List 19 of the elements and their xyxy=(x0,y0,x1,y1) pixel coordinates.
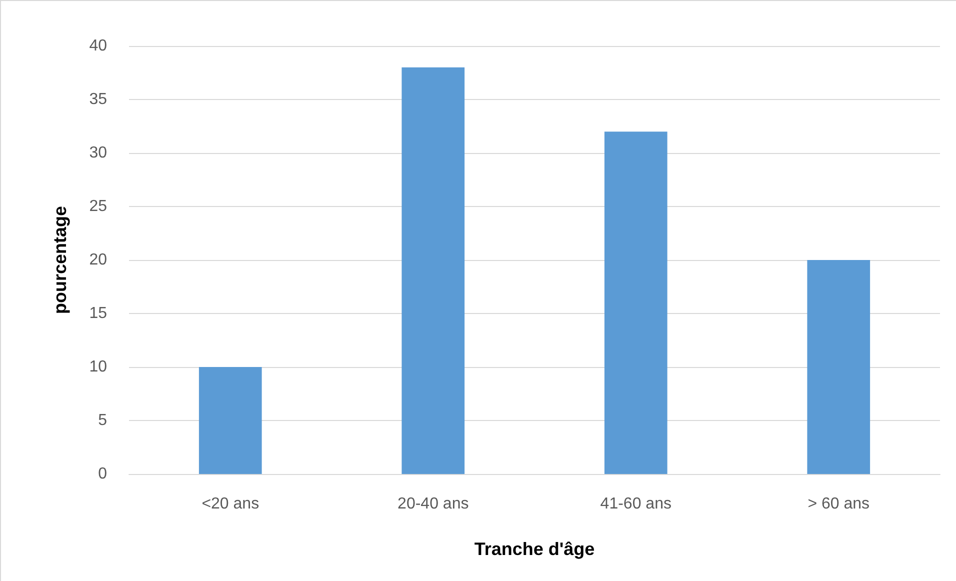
x-tick-label: <20 ans xyxy=(202,496,260,512)
y-tick-label: 25 xyxy=(89,198,108,215)
y-tick-label: 35 xyxy=(89,91,108,108)
x-axis-title: Tranche d'âge xyxy=(474,539,595,559)
bar xyxy=(198,367,262,474)
y-tick-label: 40 xyxy=(89,38,108,54)
bar xyxy=(807,260,870,474)
y-tick-label: 20 xyxy=(89,252,108,268)
y-tick-label: 0 xyxy=(98,466,108,482)
y-tick-label: 5 xyxy=(98,412,108,429)
x-tick-label: 41-60 ans xyxy=(600,496,672,512)
x-tick-label: > 60 ans xyxy=(808,496,870,512)
y-tick-label: 10 xyxy=(89,358,108,376)
y-axis-title: pourcentage xyxy=(50,206,70,314)
bar xyxy=(402,67,465,474)
x-tick-label: 20-40 ans xyxy=(398,496,469,512)
bar xyxy=(604,132,668,474)
y-tick-label: 15 xyxy=(89,305,108,322)
y-tick-label: 30 xyxy=(89,144,108,162)
